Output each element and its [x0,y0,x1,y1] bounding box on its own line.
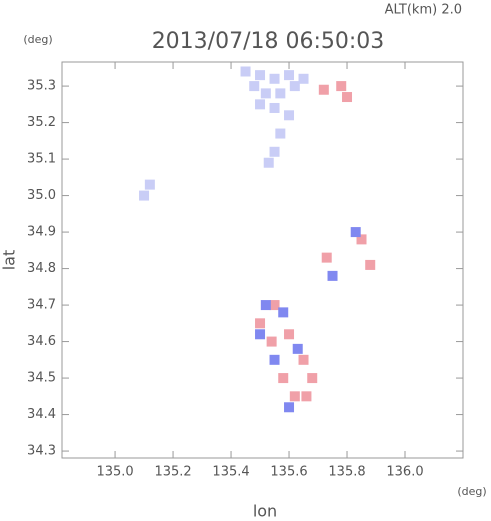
echo-cell [260,300,271,311]
echo-cell [255,70,266,81]
y-tick-label: 34.6 [27,334,56,349]
y-axis-label: lat [0,250,19,271]
echo-cell [263,157,274,168]
y-tick-label: 34.3 [27,444,56,459]
echo-cell [292,343,303,354]
y-tick-label: 35.2 [27,115,56,130]
echo-cell [284,402,295,413]
echo-cell [275,88,286,99]
y-tick-label: 35.1 [27,152,56,167]
echo-cell [356,234,367,245]
echo-cell [260,88,271,99]
x-axis-label: lon [253,502,277,521]
y-unit: (deg) [23,33,52,46]
echo-cell [255,329,266,340]
echo-cell [275,128,286,139]
echo-cell [284,70,295,81]
echo-cell [255,318,266,329]
y-tick-label: 35.3 [27,79,56,94]
echo-cell [307,373,318,384]
echo-cell [321,252,332,263]
echo-cell [266,336,277,347]
echo-cell [278,307,289,318]
echo-cell [278,373,289,384]
echo-cell [269,300,280,311]
echo-cell [249,81,260,92]
y-tick-label: 34.8 [27,261,56,276]
altitude-label: ALT(km) 2.0 [385,3,462,18]
echo-cell [350,227,361,238]
echo-cell [269,146,280,157]
echo-cell [144,179,155,190]
echo-cell [298,354,309,365]
chart-title: 2013/07/18 06:50:03 [152,29,385,54]
echo-cell [318,84,329,95]
echo-cell [284,110,295,121]
echo-cell [139,190,150,201]
x-tick-label: 135.0 [96,465,133,480]
echo-cell [255,99,266,110]
x-tick-label: 135.4 [212,465,249,480]
echo-cell [301,391,312,402]
echo-cell [269,102,280,113]
y-tick-label: 35.0 [27,188,56,203]
echo-cell [336,81,347,92]
echo-cell [269,73,280,84]
echo-cell [298,73,309,84]
x-tick-label: 135.2 [154,465,191,480]
echo-cell [342,92,353,103]
echo-cell [284,329,295,340]
echo-cell [365,259,376,270]
y-tick-label: 34.4 [27,407,56,422]
y-tick-label: 34.5 [27,371,56,386]
echo-cell [289,81,300,92]
echo-cell [269,354,280,365]
x-tick-label: 135.8 [328,465,365,480]
x-tick-label: 135.6 [270,465,307,480]
x-tick-label: 136.0 [386,465,423,480]
echo-cell [327,270,338,281]
plot-frame [61,61,464,459]
echo-cell [289,391,300,402]
echo-cell [240,66,251,77]
y-tick-label: 34.7 [27,298,56,313]
y-tick-label: 34.9 [27,225,56,240]
x-unit: (deg) [457,485,486,498]
